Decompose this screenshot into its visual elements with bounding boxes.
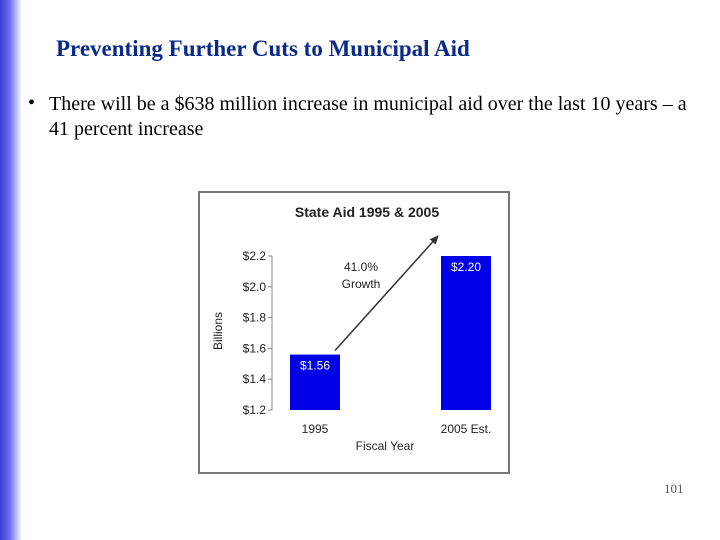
growth-annotation: 41.0% Growth (334, 235, 439, 352)
bar-value-label: $1.56 (300, 359, 330, 373)
bullet-marker: • (28, 92, 36, 114)
state-aid-chart: State Aid 1995 & 2005 Billions Fiscal Ye… (198, 191, 510, 474)
chart-title: State Aid 1995 & 2005 (295, 204, 439, 220)
slide-title: Preventing Further Cuts to Municipal Aid (56, 36, 470, 61)
y-tick-label: $1.4 (243, 372, 267, 386)
y-tick-label: $1.6 (243, 341, 267, 355)
y-tick-label: $1.2 (243, 403, 267, 417)
y-tick-label: $2.0 (243, 280, 267, 294)
y-axis: $1.2 $1.4 $1.6 $1.8 $2.0 $2.2 (243, 249, 273, 417)
y-tick-label: $2.2 (243, 249, 267, 263)
bar-series: $1.56 1995 $2.20 2005 Est. (290, 256, 491, 436)
growth-percent-label: 41.0% (344, 260, 378, 274)
x-axis-label: Fiscal Year (356, 439, 415, 453)
growth-caption: Growth (342, 277, 381, 291)
y-axis-label: Billions (211, 312, 225, 350)
bullet-text: There will be a $638 million increase in… (49, 93, 687, 140)
chart-canvas: State Aid 1995 & 2005 Billions Fiscal Ye… (211, 204, 491, 453)
growth-arrow (334, 235, 439, 352)
bar-value-label: $2.20 (451, 260, 481, 274)
x-category-label: 2005 Est. (441, 422, 492, 436)
slide-accent-bar (0, 0, 22, 540)
x-category-label: 1995 (302, 422, 329, 436)
bar-2005-est (441, 256, 491, 410)
y-tick-label: $1.8 (243, 311, 267, 325)
page-number: 101 (664, 481, 684, 496)
bar-1995 (290, 354, 340, 410)
